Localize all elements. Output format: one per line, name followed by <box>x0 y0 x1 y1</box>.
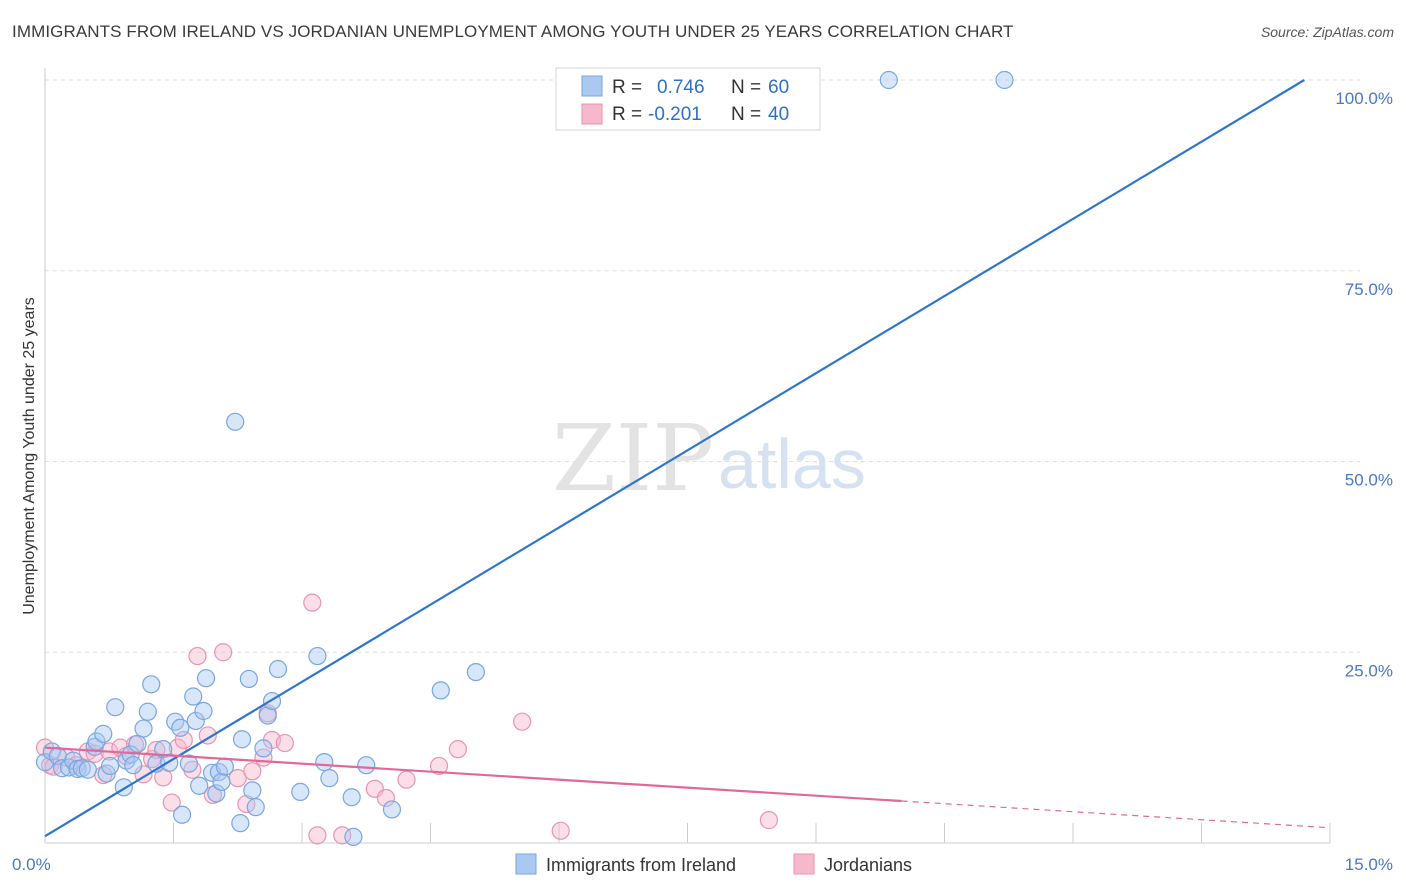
ireland-point-54 <box>342 788 361 807</box>
jordanians-point-32 <box>303 593 322 612</box>
legend-n-label-ireland: N = <box>731 77 761 98</box>
ireland-point-42 <box>232 730 252 749</box>
legend-n-value-ireland: 60 <box>768 77 789 98</box>
watermark-zip: ZIP <box>552 405 714 512</box>
ireland-point-55 <box>344 827 363 846</box>
ireland-points <box>35 70 1014 846</box>
legend-bottom-swatch-ireland <box>515 853 537 875</box>
jordanians-point-36 <box>397 770 416 789</box>
y-tick-label-100: 100.0% <box>1335 89 1393 108</box>
chart-title: IMMIGRANTS FROM IRELAND VS JORDANIAN UNE… <box>12 22 1014 41</box>
legend-n-value-jordanians: 40 <box>768 104 789 125</box>
y-tick-label-50: 50.0% <box>1345 471 1393 490</box>
jordanians-point-39 <box>513 712 532 731</box>
ireland-point-59 <box>466 662 486 682</box>
ireland-point-51 <box>308 646 327 666</box>
legend-r-label-jordanians: R = <box>612 104 642 125</box>
ireland-point-20 <box>134 719 153 738</box>
ireland-point-11 <box>94 724 113 743</box>
ireland-point-34 <box>196 669 216 688</box>
y-axis-title: Unemployment Among Youth under 25 years <box>21 297 38 615</box>
y-tick-label-75: 75.0% <box>1345 280 1393 299</box>
x-tick-label-max: 15.0% <box>1345 855 1393 874</box>
y-tick-label-25: 25.0% <box>1345 661 1393 680</box>
ireland-point-36 <box>207 784 226 803</box>
ireland-point-22 <box>142 675 161 694</box>
legend-bottom: Immigrants from Ireland Jordanians <box>515 853 912 875</box>
legend-r-value-ireland: 0.746 <box>657 77 705 98</box>
ireland-point-50 <box>291 782 310 801</box>
ireland-point-32 <box>190 776 209 795</box>
legend-n-label-jordanians: N = <box>731 104 761 125</box>
legend-top: R = 0.746 N = 60 R = -0.201 N = 40 <box>555 67 821 131</box>
jordanians-point-20 <box>188 646 207 666</box>
y-tick-labels: 25.0% 50.0% 75.0% 100.0% <box>1335 89 1393 680</box>
jordanians-point-23 <box>214 643 233 662</box>
ireland-point-45 <box>246 798 265 817</box>
watermark-atlas: atlas <box>718 425 866 503</box>
x-tick-label-min: 0.0% <box>12 855 51 874</box>
trend-lines <box>44 79 1331 838</box>
ireland-point-14 <box>106 698 125 717</box>
jordanians-trend-line <box>44 746 902 803</box>
jordanians-point-40 <box>551 821 570 840</box>
ireland-point-52 <box>315 753 334 772</box>
source-credit: Source: ZipAtlas.com <box>1260 24 1394 40</box>
ireland-point-46 <box>254 739 273 758</box>
legend-bottom-label-jordanians: Jordanians <box>824 855 912 875</box>
ireland-trend-line <box>44 79 1305 838</box>
ireland-point-60 <box>879 70 898 90</box>
ireland-point-39 <box>215 757 234 776</box>
ireland-point-19 <box>128 734 147 753</box>
ireland-point-56 <box>357 756 376 775</box>
legend-swatch-ireland <box>581 75 603 97</box>
jordanians-point-38 <box>448 740 468 759</box>
jordanians-point-30 <box>275 733 294 753</box>
legend-swatch-jordanians <box>581 103 603 125</box>
legend-r-label-ireland: R = <box>612 77 642 98</box>
jordanians-point-35 <box>376 788 396 808</box>
ireland-point-27 <box>171 718 190 737</box>
jordanians-point-21 <box>198 726 217 745</box>
jordanians-point-16 <box>162 793 181 812</box>
ireland-point-57 <box>382 800 402 819</box>
jordanians-point-41 <box>759 811 778 830</box>
jordanians-point-37 <box>429 756 449 776</box>
ireland-point-40 <box>226 412 245 431</box>
ireland-point-47 <box>258 706 277 725</box>
ireland-point-30 <box>184 687 203 706</box>
legend-bottom-swatch-jordanians <box>793 853 815 875</box>
ireland-point-58 <box>431 681 450 700</box>
ireland-point-53 <box>320 769 339 788</box>
ireland-point-61 <box>995 70 1014 90</box>
ireland-point-29 <box>179 754 199 773</box>
ireland-point-28 <box>172 805 192 824</box>
ireland-point-43 <box>239 669 258 689</box>
ireland-point-38 <box>212 772 231 792</box>
jordanians-point-31 <box>308 826 327 845</box>
jordanians-points <box>35 593 778 845</box>
ireland-point-44 <box>243 781 262 800</box>
ireland-point-41 <box>231 814 250 833</box>
ireland-point-7 <box>72 759 91 778</box>
ireland-point-31 <box>186 711 205 731</box>
ireland-point-8 <box>78 760 97 779</box>
ireland-point-33 <box>194 701 213 721</box>
legend-r-value-jordanians: -0.201 <box>648 104 702 125</box>
jordanians-point-26 <box>243 762 262 781</box>
legend-bottom-label-ireland: Immigrants from Ireland <box>546 855 736 875</box>
ireland-point-18 <box>124 756 143 775</box>
ireland-point-13 <box>101 756 120 776</box>
ireland-point-49 <box>268 659 288 679</box>
jordanians-trend-extension <box>901 800 1331 829</box>
ireland-point-21 <box>138 702 157 721</box>
